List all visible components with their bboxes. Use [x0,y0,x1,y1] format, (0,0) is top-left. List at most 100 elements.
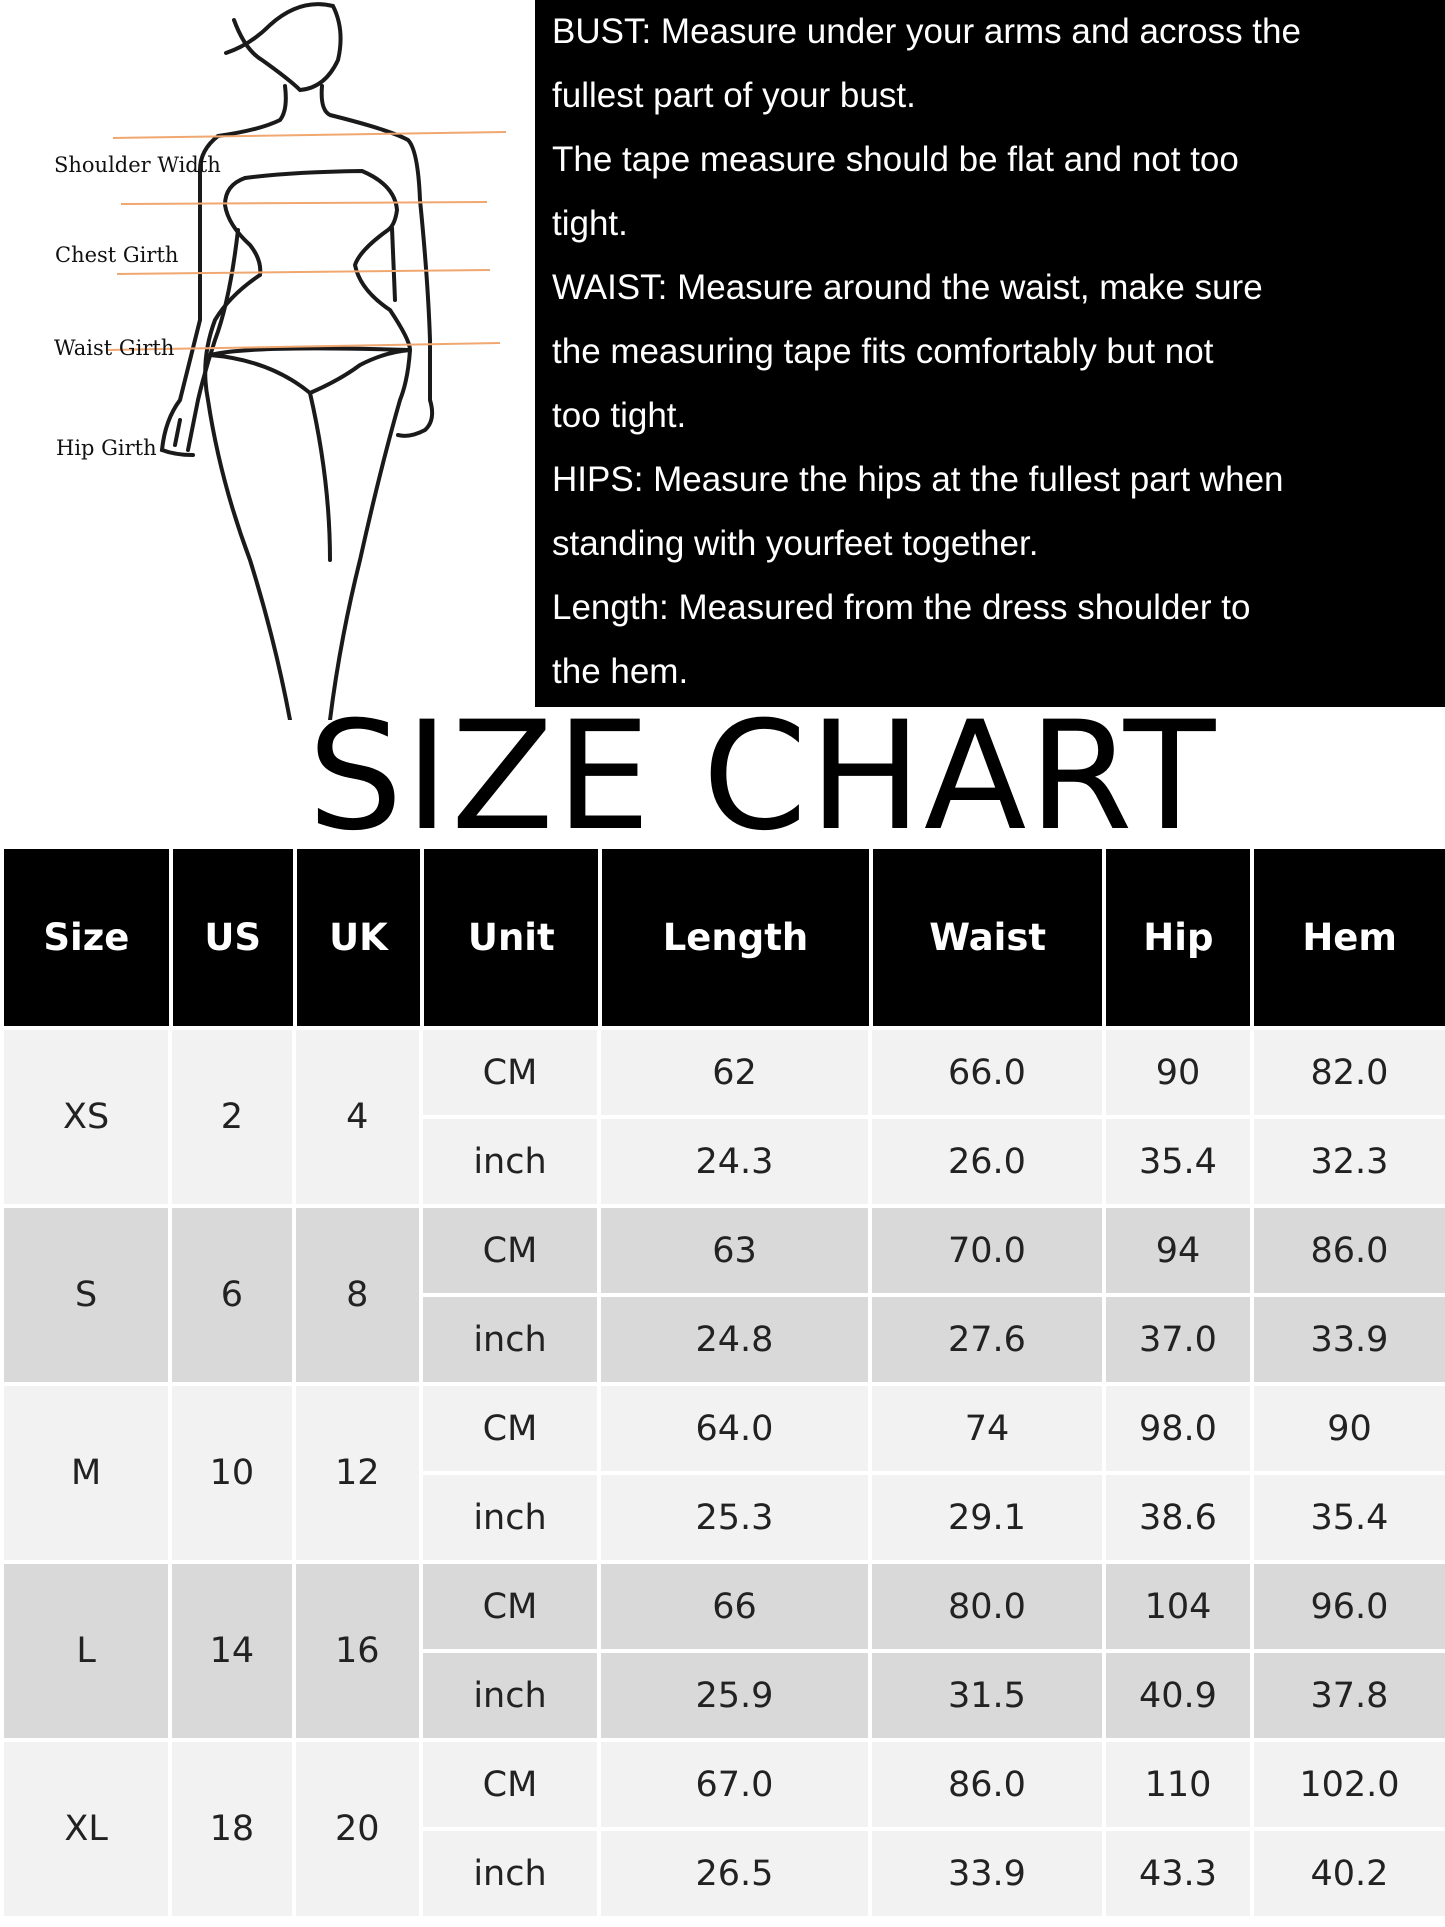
size-row-l: L 14 16 CM 66 80.0 104 96.0 inch 25.9 31.5 40.9 37.8 [4,1564,1445,1738]
cell-unit: inch [422,1119,597,1204]
cell-hem: 32.3 [1253,1119,1445,1204]
cell-us: 14 [172,1564,292,1738]
cell-size: XL [4,1742,169,1916]
guide-line: the hem. [552,652,689,691]
guide-line: too tight. [552,396,687,435]
cell-uk: 12 [295,1386,419,1560]
cell-waist: 66.0 [871,1030,1102,1115]
cell-size: M [4,1386,169,1560]
unit-row-cm: CM 64.0 74 98.0 90 [422,1386,1445,1471]
unit-row-inch: inch 24.8 27.6 37.0 33.9 [422,1297,1445,1382]
cell-unit: inch [422,1831,597,1916]
header-size: Size [4,849,169,1026]
size-row-xl: XL 18 20 CM 67.0 86.0 110 102.0 inch 26.5 33.9 43.3… [4,1742,1445,1916]
cell-length: 63 [600,1208,868,1293]
cell-hem: 35.4 [1253,1475,1445,1560]
header-row: Size US UK Unit Length Waist Hip Hem [4,849,1445,1026]
cell-waist: 31.5 [871,1653,1102,1738]
unit-row-inch: inch 25.3 29.1 38.6 35.4 [422,1475,1445,1560]
cell-hem: 37.8 [1253,1653,1445,1738]
cell-hem: 102.0 [1253,1742,1445,1827]
header-unit: Unit [424,849,599,1026]
cell-hem: 40.2 [1253,1831,1445,1916]
cell-waist: 27.6 [871,1297,1102,1382]
header-hip: Hip [1106,849,1251,1026]
unit-row-cm: CM 62 66.0 90 82.0 [422,1030,1445,1115]
cell-us: 2 [172,1030,292,1204]
label-shoulder-width: Shoulder Width [54,153,221,177]
label-waist-girth: Waist Girth [54,336,175,360]
header-us: US [172,849,293,1026]
cell-hip: 40.9 [1105,1653,1250,1738]
guide-line: the measuring tape fits comfortably but … [552,332,1214,371]
cell-hip: 94 [1105,1208,1250,1293]
unit-row-inch: inch 24.3 26.0 35.4 32.3 [422,1119,1445,1204]
guide-line: BUST: Measure under your arms and across… [552,12,1301,51]
size-row-m: M 10 12 CM 64.0 74 98.0 90 inch 25.3 29.1 38.6 35.4 [4,1386,1445,1560]
guide-line: standing with yourfeet together. [552,524,1039,563]
cell-unit: CM [422,1386,597,1471]
cell-uk: 20 [295,1742,419,1916]
header-hem: Hem [1254,849,1445,1026]
body-outline-illustration [107,2,507,720]
cell-length: 67.0 [600,1742,868,1827]
cell-hem: 96.0 [1253,1564,1445,1649]
header-uk: UK [296,849,421,1026]
cell-unit: inch [422,1653,597,1738]
label-chest-girth: Chest Girth [55,243,179,267]
unit-row-cm: CM 66 80.0 104 96.0 [422,1564,1445,1649]
cell-hip: 37.0 [1105,1297,1250,1382]
cell-length: 62 [600,1030,868,1115]
cell-size: XS [4,1030,169,1204]
unit-row-inch: inch 25.9 31.5 40.9 37.8 [422,1653,1445,1738]
cell-uk: 8 [295,1208,419,1382]
cell-hem: 90 [1253,1386,1445,1471]
cell-hem: 33.9 [1253,1297,1445,1382]
cell-us: 10 [172,1386,292,1560]
cell-unit: inch [422,1297,597,1382]
cell-hip: 35.4 [1105,1119,1250,1204]
guide-line: WAIST: Measure around the waist, make su… [552,268,1263,307]
cell-waist: 70.0 [871,1208,1102,1293]
unit-row-cm: CM 63 70.0 94 86.0 [422,1208,1445,1293]
cell-length: 25.9 [600,1653,868,1738]
cell-hip: 98.0 [1105,1386,1250,1471]
size-row-s: S 6 8 CM 63 70.0 94 86.0 inch 24.8 27.6 37.0 33.9 [4,1208,1445,1382]
cell-hip: 110 [1105,1742,1250,1827]
cell-hip: 90 [1105,1030,1250,1115]
cell-length: 26.5 [600,1831,868,1916]
cell-unit: CM [422,1742,597,1827]
cell-unit: CM [422,1564,597,1649]
cell-waist: 29.1 [871,1475,1102,1560]
measurement-guide-lines [107,131,507,351]
cell-waist: 74 [871,1386,1102,1471]
cell-unit: inch [422,1475,597,1560]
cell-size: L [4,1564,169,1738]
cell-waist: 80.0 [871,1564,1102,1649]
cell-uk: 4 [295,1030,419,1204]
cell-us: 18 [172,1742,292,1916]
cell-unit: CM [422,1208,597,1293]
size-chart-table: Size US UK Unit Length Waist Hip Hem XS 2 4 CM 62 66.… [4,849,1445,1916]
guide-line: Length: Measured from the dress shoulder… [552,588,1251,627]
cell-length: 24.8 [600,1297,868,1382]
cell-length: 25.3 [600,1475,868,1560]
cell-length: 64.0 [600,1386,868,1471]
cell-us: 6 [172,1208,292,1382]
header-length: Length [602,849,869,1026]
cell-hip: 43.3 [1105,1831,1250,1916]
cell-unit: CM [422,1030,597,1115]
size-row-xs: XS 2 4 CM 62 66.0 90 82.0 inch 24.3 26.0 35.4 32.3 [4,1030,1445,1204]
header-waist: Waist [872,849,1103,1026]
guide-line: HIPS: Measure the hips at the fullest pa… [552,460,1284,499]
cell-hem: 82.0 [1253,1030,1445,1115]
measuring-guide: BUST: Measure under your arms and across… [535,0,1445,707]
guide-line: fullest part of your bust. [552,76,916,115]
cell-hip: 38.6 [1105,1475,1250,1560]
page-title: SIZE CHART [307,690,1218,864]
cell-waist: 33.9 [871,1831,1102,1916]
guide-line: tight. [552,204,628,243]
cell-size: S [4,1208,169,1382]
cell-hem: 86.0 [1253,1208,1445,1293]
cell-waist: 86.0 [871,1742,1102,1827]
